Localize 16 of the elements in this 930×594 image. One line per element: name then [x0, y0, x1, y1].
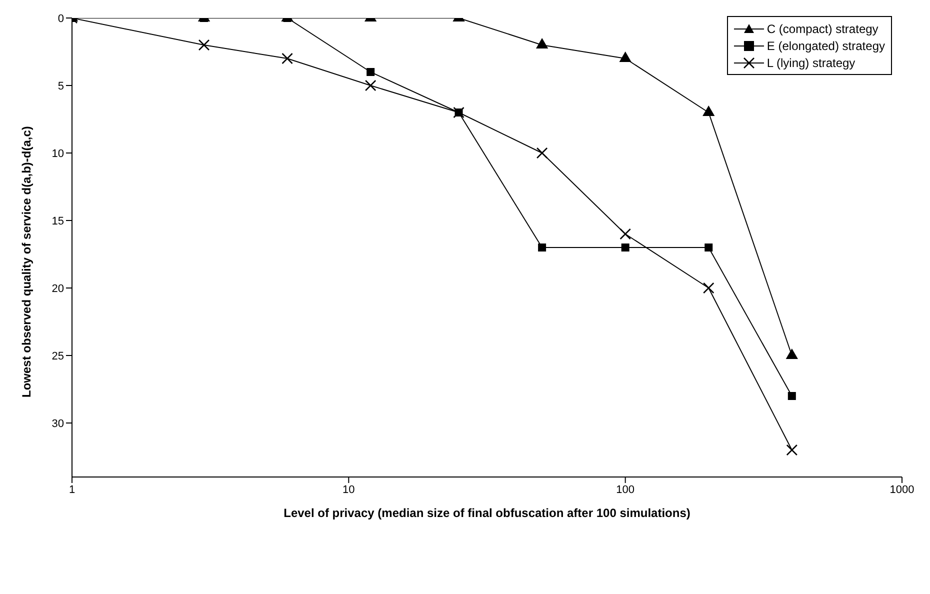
y-tick-label: 10 — [52, 148, 64, 160]
y-axis-title: Lowest observed quality of service d(a,b)-d(a,c) — [19, 126, 34, 398]
y-tick-label: 5 — [58, 80, 64, 92]
legend-label: L (lying) strategy — [766, 56, 856, 70]
y-tick-label: 30 — [52, 418, 64, 430]
legend-label: E (elongated) strategy — [766, 38, 885, 52]
x-tick-label: 100 — [616, 484, 635, 496]
x-axis-title: Level of privacy (median size of final obfuscation after 100 simulations) — [284, 506, 690, 520]
y-tick-label: 20 — [52, 282, 64, 295]
x-tick-label: 1000 — [890, 484, 914, 496]
y-tick-label: 25 — [52, 350, 64, 362]
x-tick-label: 1 — [68, 484, 76, 496]
x-tick-label: 10 — [342, 484, 355, 496]
legend-label: C (compact) strategy — [766, 22, 878, 36]
y-tick-label: 0 — [58, 12, 64, 25]
y-tick-label: 15 — [52, 215, 64, 228]
